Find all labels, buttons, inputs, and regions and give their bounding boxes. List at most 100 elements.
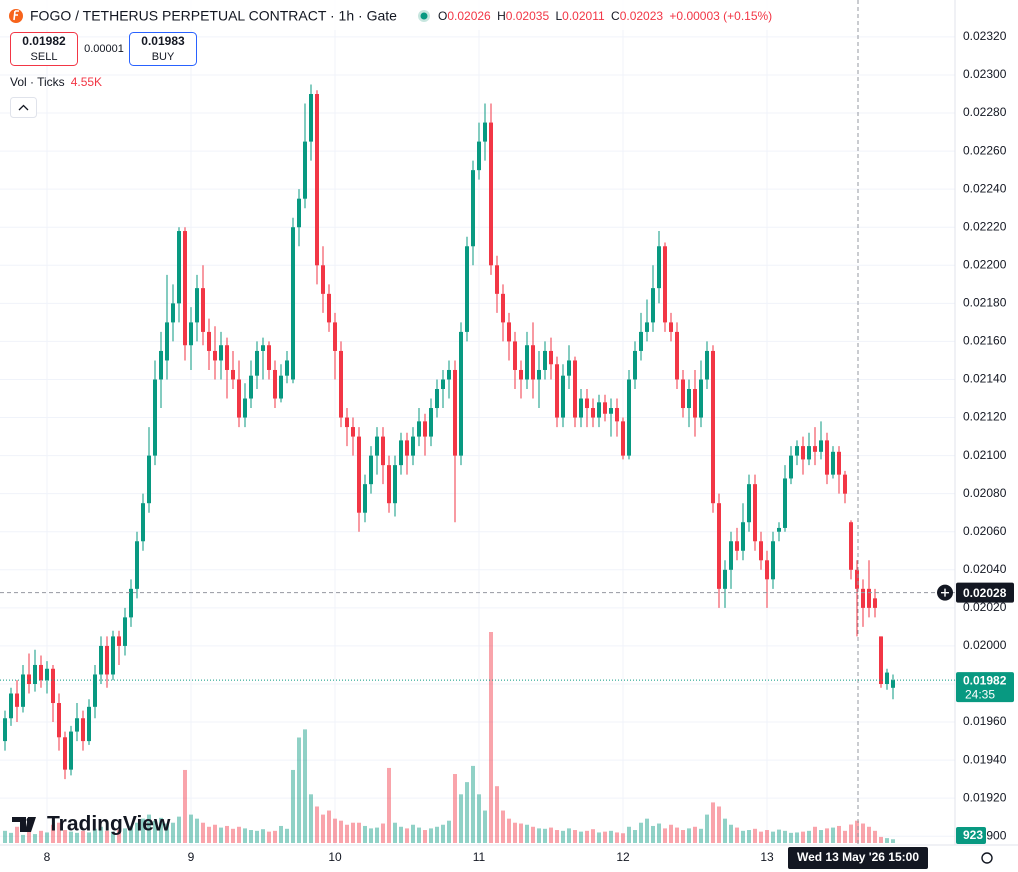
- volume-bar: [465, 782, 469, 843]
- c-value: 0.02023: [620, 9, 664, 23]
- candle-body: [231, 369, 235, 380]
- volume-bar: [633, 830, 637, 843]
- y-tick-label: 0.02020: [963, 600, 1007, 614]
- settings-icon[interactable]: [981, 852, 993, 864]
- candle-body: [219, 345, 223, 361]
- candle-body: [159, 350, 163, 380]
- candle-body: [669, 322, 673, 332]
- volume-bar: [501, 810, 505, 843]
- candle-body: [465, 246, 469, 332]
- candle-body: [513, 341, 517, 370]
- volume-bar: [591, 829, 595, 843]
- volume-bar: [135, 822, 139, 843]
- x-tick-label: 10: [328, 850, 342, 864]
- candle-body: [147, 455, 151, 504]
- candle-body: [597, 402, 601, 418]
- volume-bar: [381, 823, 385, 843]
- volume-bar: [417, 827, 421, 843]
- volume-bar: [273, 830, 277, 843]
- sell-button[interactable]: [10, 32, 78, 66]
- volume-bar: [681, 830, 685, 843]
- candle-body: [879, 636, 883, 684]
- x-tick-label: 12: [616, 850, 630, 864]
- candle-body: [33, 664, 37, 684]
- l-label: L: [555, 9, 562, 23]
- candle-body: [117, 636, 121, 646]
- candle-body: [267, 345, 271, 370]
- candle-body: [861, 588, 865, 608]
- volume-bar: [15, 826, 19, 843]
- candle-body: [783, 478, 787, 528]
- candle-body: [207, 331, 211, 351]
- symbol-title[interactable]: FOGO / TETHERUS PERPETUAL CONTRACT · 1h …: [30, 8, 397, 24]
- volume-bar: [609, 830, 613, 843]
- candle-body: [189, 322, 193, 346]
- candle-body: [837, 451, 841, 475]
- candle-body: [873, 598, 877, 608]
- candle-body: [435, 389, 439, 409]
- volume-bar: [63, 830, 67, 843]
- candle-body: [399, 440, 403, 466]
- candle-body: [141, 503, 145, 542]
- buy-price: 0.01983: [141, 34, 185, 48]
- candle-body: [543, 350, 547, 370]
- crosshair-time-label: Wed 13 May '26 15:00: [797, 850, 919, 864]
- y-tick-label: 0.02260: [963, 143, 1007, 157]
- candle-body: [843, 474, 847, 494]
- y-tick-label: 0.02080: [963, 486, 1007, 500]
- candle-body: [441, 379, 445, 390]
- crosshair-price-label: 0.02028: [963, 586, 1007, 600]
- candle-body: [255, 350, 259, 376]
- volume-bar: [429, 828, 433, 843]
- volume-bar: [345, 824, 349, 843]
- volume-bar: [333, 818, 337, 843]
- candle-body: [57, 703, 61, 738]
- volume-bar: [27, 828, 31, 843]
- candle-body: [153, 379, 157, 456]
- candle-body: [27, 674, 31, 684]
- candle-body: [105, 645, 109, 675]
- volume-bar: [783, 830, 787, 843]
- volume-bar: [399, 826, 403, 843]
- brand-logo: TradingView: [12, 813, 171, 836]
- volume-bar: [231, 828, 235, 843]
- y-tick-label: 0.02100: [963, 448, 1007, 462]
- candle-body: [699, 379, 703, 418]
- y-tick-label: 0.01920: [963, 790, 1007, 804]
- candle-body: [765, 560, 769, 580]
- candle-body: [405, 440, 409, 456]
- candle-body: [165, 322, 169, 361]
- volume-bar: [663, 828, 667, 843]
- volume-bar: [849, 824, 853, 843]
- volume-bar: [483, 810, 487, 843]
- volume-bar: [657, 823, 661, 843]
- candle-body: [411, 436, 415, 456]
- candle-body: [351, 427, 355, 437]
- candle-body: [519, 369, 523, 380]
- x-tick-label: 9: [188, 850, 195, 864]
- candle-body: [123, 617, 127, 646]
- candle-body: [357, 436, 361, 513]
- collapse-button[interactable]: [10, 97, 37, 118]
- volume-bar: [627, 826, 631, 843]
- candle-body: [387, 465, 391, 504]
- volume-bar: [279, 825, 283, 843]
- brand-name: TradingView: [47, 813, 171, 836]
- candle-body: [75, 718, 79, 732]
- candle-body: [531, 345, 535, 380]
- volume-legend-label: Vol · Ticks: [10, 75, 65, 89]
- y-tick-label: 0.02160: [963, 334, 1007, 348]
- volume-bar: [705, 814, 709, 843]
- x-tick-label: 13: [760, 850, 774, 864]
- candle-body: [609, 408, 613, 414]
- candle-body: [849, 522, 853, 570]
- volume-bar: [201, 822, 205, 843]
- crosshair-price-box: [956, 582, 1014, 603]
- candle-body: [135, 541, 139, 589]
- candle-body: [687, 389, 691, 409]
- buy-button[interactable]: [129, 32, 197, 66]
- volume-bar: [363, 825, 367, 843]
- volume-bar: [525, 824, 529, 843]
